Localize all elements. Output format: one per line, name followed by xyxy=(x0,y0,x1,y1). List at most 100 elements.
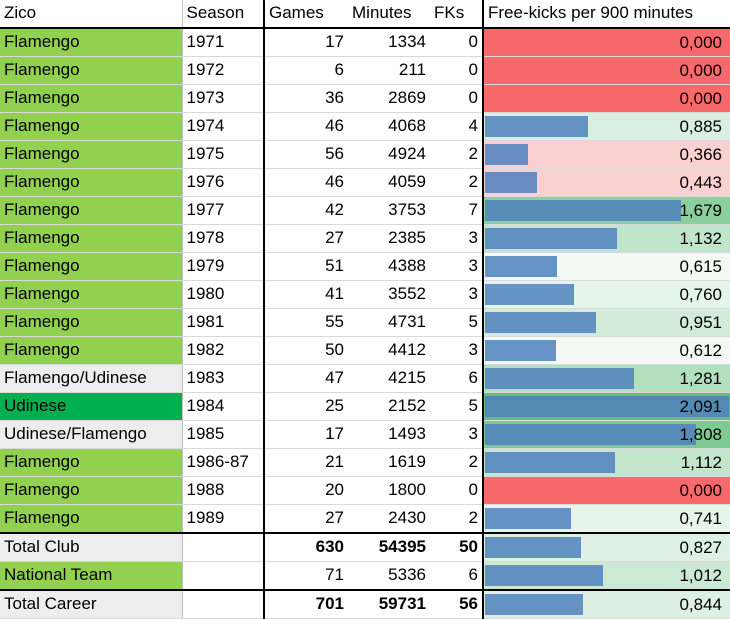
table-row: Udinese 1984 25 2152 5 2,091 xyxy=(0,392,730,421)
season-cell: 1986-87 xyxy=(181,448,264,477)
games-cell: 46 xyxy=(263,168,348,197)
season-cell xyxy=(181,561,264,590)
rate-data-bar xyxy=(485,311,596,333)
club-cell: Flamengo xyxy=(0,476,182,505)
rate-cell: 1,112 xyxy=(483,448,730,477)
table-row: Flamengo 1986-87 21 1619 2 1,112 xyxy=(0,448,730,477)
rate-cell: 0,741 xyxy=(483,504,730,533)
fks-cell: 2 xyxy=(430,504,484,533)
rate-value: 0,443 xyxy=(679,172,722,192)
rate-data-bar xyxy=(485,507,572,529)
rate-cell: 1,281 xyxy=(483,364,730,393)
rate-value: 1,132 xyxy=(679,228,722,248)
table-row: Flamengo 1973 36 2869 0 0,000 xyxy=(0,84,730,113)
rate-cell: 1,808 xyxy=(483,420,730,449)
season-cell: 1974 xyxy=(181,112,264,141)
fks-cell: 50 xyxy=(430,531,484,562)
fks-cell: 3 xyxy=(430,336,484,365)
club-cell: Flamengo xyxy=(0,56,182,85)
table-row: Flamengo 1988 20 1800 0 0,000 xyxy=(0,476,730,505)
games-cell: 36 xyxy=(263,84,348,113)
rate-cell: 0,827 xyxy=(483,531,730,562)
rate-value: 2,091 xyxy=(679,396,722,416)
rate-value: 0,000 xyxy=(679,60,722,80)
fks-cell: 3 xyxy=(430,252,484,281)
total-label-cell: Total Club xyxy=(0,531,182,562)
rate-color-scale xyxy=(484,84,730,111)
rate-data-bar xyxy=(485,227,617,249)
season-cell xyxy=(181,588,264,619)
table-row: Flamengo 1977 42 3753 7 1,679 xyxy=(0,196,730,225)
minutes-cell: 3753 xyxy=(348,196,430,225)
club-cell: Udinese xyxy=(0,392,182,421)
header-minutes: Minutes xyxy=(348,0,430,29)
rate-data-bar xyxy=(485,367,635,389)
table-row: Flamengo/Udinese 1983 47 4215 6 1,281 xyxy=(0,364,730,393)
rate-data-bar xyxy=(485,423,696,445)
games-cell: 55 xyxy=(263,308,348,337)
total-row: Total Career 701 59731 56 0,844 xyxy=(0,588,730,619)
rate-color-scale xyxy=(484,28,730,56)
rate-cell: 1,679 xyxy=(483,196,730,225)
club-cell: Flamengo xyxy=(0,112,182,141)
rate-value: 0,885 xyxy=(679,116,722,136)
minutes-cell: 5336 xyxy=(348,561,430,590)
minutes-cell: 4068 xyxy=(348,112,430,141)
minutes-cell: 4412 xyxy=(348,336,430,365)
season-cell: 1976 xyxy=(181,168,264,197)
fks-cell: 2 xyxy=(430,448,484,477)
rate-value: 0,612 xyxy=(679,340,722,360)
rate-value: 0,366 xyxy=(679,144,722,164)
rate-data-bar xyxy=(485,451,615,473)
rate-value: 1,679 xyxy=(679,200,722,220)
season-cell: 1972 xyxy=(181,56,264,85)
rate-value: 0,615 xyxy=(679,256,722,276)
rate-data-bar xyxy=(485,171,537,193)
fks-cell: 4 xyxy=(430,112,484,141)
table-row: Udinese/Flamengo 1985 17 1493 3 1,808 xyxy=(0,420,730,449)
rate-cell: 0,951 xyxy=(483,308,730,337)
fks-cell: 3 xyxy=(430,280,484,309)
games-cell: 50 xyxy=(263,336,348,365)
club-cell: Udinese/Flamengo xyxy=(0,420,182,449)
table-row: Flamengo 1978 27 2385 3 1,132 xyxy=(0,224,730,253)
games-cell: 20 xyxy=(263,476,348,505)
rate-cell: 0,000 xyxy=(483,56,730,85)
rate-data-bar xyxy=(485,199,681,221)
fks-cell: 5 xyxy=(430,308,484,337)
rate-value: 0,000 xyxy=(679,32,722,52)
fks-cell: 2 xyxy=(430,140,484,169)
games-cell: 25 xyxy=(263,392,348,421)
total-label-cell: Total Career xyxy=(0,588,182,619)
games-cell: 47 xyxy=(263,364,348,393)
table-row: Flamengo 1974 46 4068 4 0,885 xyxy=(0,112,730,141)
rate-data-bar xyxy=(485,339,557,361)
rate-value: 1,112 xyxy=(680,452,722,472)
minutes-cell: 211 xyxy=(348,56,430,85)
club-cell: Flamengo xyxy=(0,168,182,197)
minutes-cell: 3552 xyxy=(348,280,430,309)
minutes-cell: 1800 xyxy=(348,476,430,505)
rate-color-scale xyxy=(484,476,730,503)
table-row: Flamengo 1975 56 4924 2 0,366 xyxy=(0,140,730,169)
minutes-cell: 54395 xyxy=(348,531,430,562)
fks-cell: 3 xyxy=(430,420,484,449)
games-cell: 46 xyxy=(263,112,348,141)
rate-cell: 0,615 xyxy=(483,252,730,281)
rate-data-bar xyxy=(485,536,582,558)
fks-cell: 56 xyxy=(430,588,484,619)
club-cell: Flamengo xyxy=(0,448,182,477)
games-cell: 71 xyxy=(263,561,348,590)
games-cell: 701 xyxy=(263,588,348,619)
fks-cell: 5 xyxy=(430,392,484,421)
table-row: Flamengo 1972 6 211 0 0,000 xyxy=(0,56,730,85)
club-cell: Flamengo xyxy=(0,336,182,365)
total-label-cell: National Team xyxy=(0,561,182,590)
minutes-cell: 59731 xyxy=(348,588,430,619)
season-cell: 1977 xyxy=(181,196,264,225)
season-cell: 1973 xyxy=(181,84,264,113)
rate-value: 0,827 xyxy=(679,537,722,557)
header-player: Zico xyxy=(0,0,182,29)
minutes-cell: 4924 xyxy=(348,140,430,169)
club-cell: Flamengo xyxy=(0,308,182,337)
